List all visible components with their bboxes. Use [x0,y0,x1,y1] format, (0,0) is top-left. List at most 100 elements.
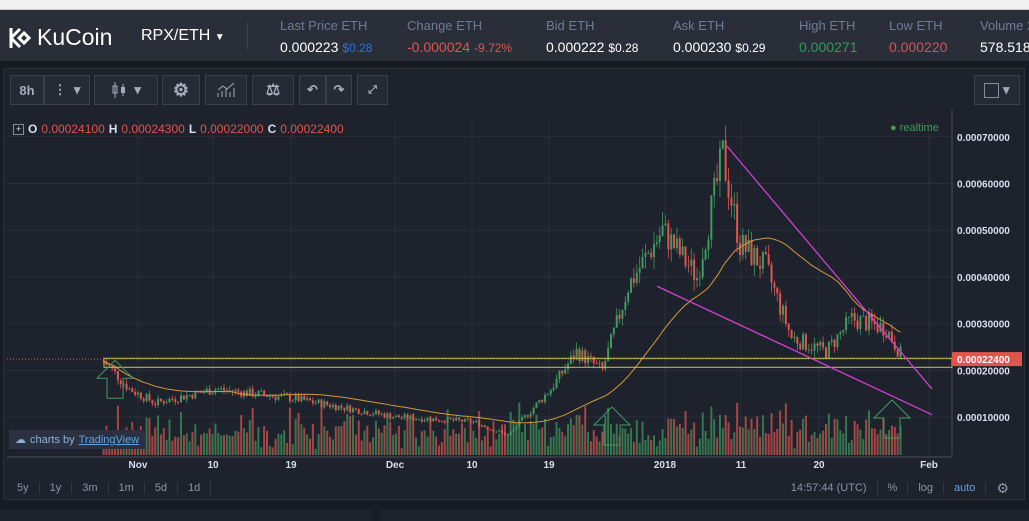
candle-body [200,391,203,393]
pair-selector[interactable]: RPX/ETH ▼ [141,27,225,45]
tradingview-link[interactable]: TradingView [78,433,140,446]
kucoin-logo[interactable]: KuCoin [8,24,112,51]
candle-body [558,370,561,379]
redo-button[interactable]: ↷ [326,75,352,105]
candle-body [243,390,246,397]
volume-bar [277,433,280,455]
volume-bar [165,440,168,455]
price-chart[interactable]: 0.00070000 0.00060000 0.00050000 0.00040000… [7,110,1022,477]
volume-bar [827,413,830,455]
candle-body [653,243,655,258]
volume-bar [784,403,787,455]
stat-ask-eth: Ask ETH 0.000230 $0.29 [673,18,765,55]
interval-dropdown[interactable]: ⋮ ▾ [44,75,90,105]
indicators-button[interactable] [205,75,247,105]
candle-body [340,405,343,408]
candle-body [584,350,587,364]
y-tick-label: 0.00040000 [957,273,1010,284]
candle-body [690,259,693,266]
interval-button[interactable]: 8h [10,75,44,105]
moving-average-line [103,237,901,424]
range-5y[interactable]: 5y [7,482,40,494]
volume-bar [417,446,420,455]
volume-bar [761,415,764,455]
volume-bar [790,419,793,455]
candle-body [435,418,438,421]
volume-bar [710,406,713,455]
candle-body [727,180,730,198]
volume-bar [208,428,211,455]
candle-body [673,234,676,248]
volume-bar [587,431,590,455]
candle-body [827,341,830,359]
candle-body [721,140,724,149]
tradingview-branding[interactable]: ☁ charts by TradingView [9,430,146,449]
range-1d[interactable]: 1d [178,482,212,494]
volume-bar [274,438,277,455]
x-tick-label: 20 [813,460,825,471]
open-value: 0.00024100 [41,122,105,136]
candle-body [859,316,862,329]
candle-body [205,388,208,393]
y-tick-label: 0.00020000 [957,366,1010,377]
volume-bar [483,436,486,455]
range-1m[interactable]: 1m [109,482,145,494]
volume-bar [804,415,807,455]
candle-body [819,342,822,346]
volume-bar [741,427,744,455]
stat-price: 0.000220 [889,39,948,55]
candle-body [194,390,197,399]
volume-bar [343,420,346,455]
volume-bar [558,428,561,455]
volume-bar [816,438,819,455]
volume-bar [429,415,432,455]
volume-bar [214,423,217,455]
candle-body [782,305,784,315]
close-label: C [267,122,277,136]
volume-bar [687,433,690,455]
candle-body [544,394,547,402]
candle-body [650,252,653,258]
candle-body [360,413,363,415]
volume-bar [575,414,578,455]
candle-body [773,282,776,288]
settings-button[interactable]: ⚙ [162,75,200,105]
volume-bar [842,433,845,455]
volume-bar [873,428,876,455]
range-3m[interactable]: 3m [72,482,109,494]
candle-body [555,378,558,388]
auto-scale-button[interactable]: auto [944,482,987,494]
stat-usd: $0.28 [608,41,639,55]
caret-down-icon: ▼ [214,32,225,43]
volume-bar [644,440,647,455]
candle-body [581,350,584,362]
gear-icon[interactable]: ⚙ [996,479,1009,496]
candle-body [231,390,234,392]
volume-bar [349,416,352,455]
candle-body [154,403,157,405]
candle-body [386,413,389,418]
layout-button[interactable]: ▾ [974,75,1020,105]
volume-bar [151,435,154,455]
log-scale-button[interactable]: log [908,482,945,494]
candle-body [764,252,767,255]
candle-body [185,395,188,400]
fullscreen-button[interactable]: ⤢ [357,75,388,105]
compare-button[interactable]: ⚖ [252,75,294,105]
volume-bar [329,436,332,455]
x-tick-label: 11 [736,460,747,471]
volume-bar [716,437,719,455]
candle-body [274,396,277,400]
chart-type-button[interactable]: ▾ [94,75,158,105]
range-5d[interactable]: 5d [145,482,179,494]
percent-scale-button[interactable]: % [878,482,909,494]
undo-button[interactable]: ↶ [299,75,326,105]
range-1y[interactable]: 1y [40,482,73,494]
volume-bar [389,421,392,455]
volume-bar [311,423,314,455]
volume-bar [440,442,443,455]
y-tick-label: 0.00060000 [957,180,1010,191]
volume-bar [526,440,529,455]
volume-bar [280,434,283,455]
volume-bar [475,438,478,455]
